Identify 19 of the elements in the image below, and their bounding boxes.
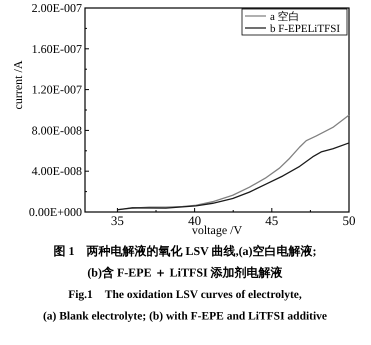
line-series [116,114,350,210]
text: (a) Blank electrolyte; (b) with F-EPE and LiTFSI additive [42,310,328,322]
y-axis-title: current /A [11,60,25,110]
line-series [116,142,350,210]
y-tick-label: 2.00E-007 [32,1,82,15]
caption: Fig.1 The oxidation LSV curves of electrolyte, [68,289,302,301]
x-tick-label: 35 [110,213,124,228]
caption: 图 1 两种电解液的氧化 LSV 曲线,(a)空白电解液; [53,244,317,258]
legend-label: a 空白 [270,10,300,23]
y-tick-label: 8.00E-008 [32,123,82,138]
x-tick-label: 45 [265,213,278,228]
legend-label: b F-EPELiTFSI [270,23,340,35]
x-tick-label: 40 [188,213,202,228]
y-tick-label: 1.60E-007 [32,42,82,56]
text: (b)含 F-EPE ＋ LiTFSI 添加剂电解液 [87,266,284,280]
y-tick-label: 4.00E-008 [32,164,82,178]
x-tick-label: 50 [342,213,356,228]
y-tick-label: 0.00E+000 [28,205,82,219]
y-tick-label: 1.20E-007 [32,82,82,97]
